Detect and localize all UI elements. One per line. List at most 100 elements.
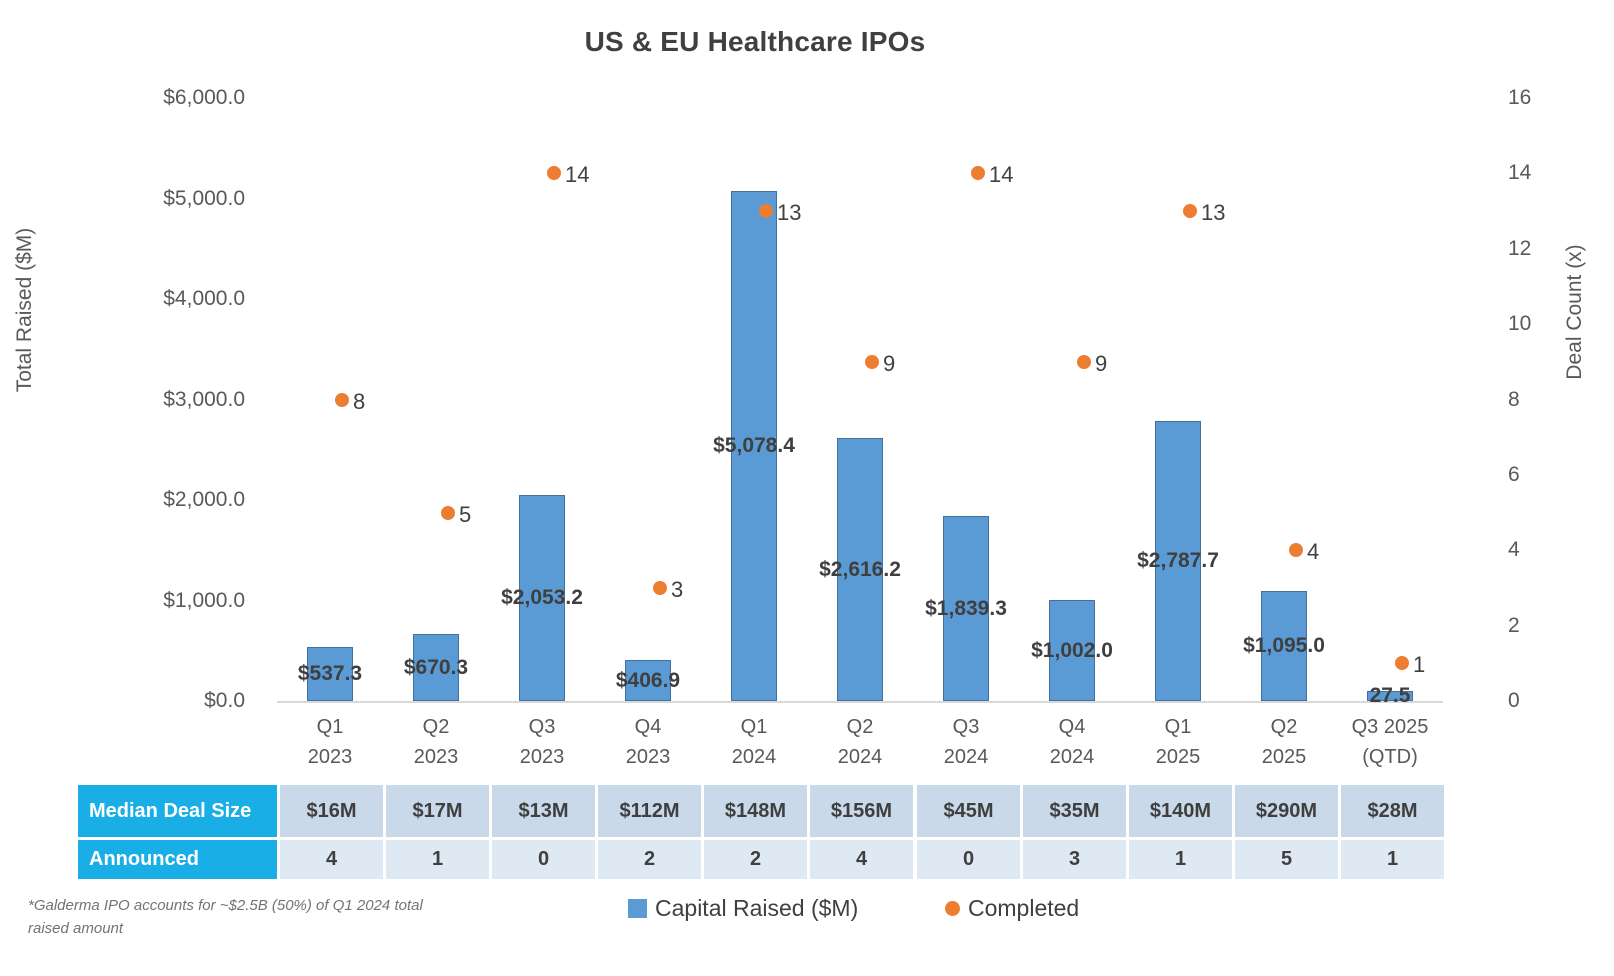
chart-title: US & EU Healthcare IPOs [584,26,926,57]
dot-value-label: 14 [565,162,590,187]
x-axis-category: Q1 2025 [1155,716,1201,768]
table-cell: 1 [386,840,489,879]
right-axis-tick: 10 [1508,312,1532,336]
capital-raised-bar [307,647,353,701]
footnote-line-1: *Galderma IPO accounts for ~$2.5B (50%) … [28,897,423,914]
left-axis-tick: $1,000.0 [163,588,245,612]
capital-raised-bar [1367,691,1413,701]
bar-value-label: $2,616.2 [819,558,901,581]
right-axis-tick: 0 [1508,689,1520,712]
x-axis-category: Q3 2023 [519,716,565,768]
completed-count-dot [441,506,455,520]
completed-count-dot [335,393,349,407]
x-axis-category: Q1 2024 [731,716,777,768]
completed-count-dot [1289,543,1303,557]
capital-raised-bar [837,438,883,701]
x-axis-category: Q1 2023 [307,716,353,768]
table-cell: 1 [1129,840,1232,879]
table-cell: 2 [704,840,807,879]
capital-raised-bar [519,495,565,701]
table-cell: 2 [598,840,701,879]
right-axis-tick: 2 [1508,613,1520,637]
bar-value-label: $2,053.2 [501,586,583,609]
table-cell: $45M [917,785,1020,837]
completed-count-dot [971,166,985,180]
table-row-label: Announced [78,840,277,879]
dot-value-label: 13 [777,200,802,225]
table-cell: $112M [598,785,701,837]
table-cell: $35M [1023,785,1126,837]
right-axis-tick: 6 [1508,462,1520,486]
table-cell: $140M [1129,785,1232,837]
table-row-label: Median Deal Size [78,785,277,837]
x-axis-category: Q4 2024 [1049,716,1095,768]
table-cell: 0 [492,840,595,879]
bar-value-label: $1,095.0 [1243,634,1325,657]
bar-value-label: 27.5 [1369,684,1411,707]
dot-value-label: 1 [1413,652,1426,677]
capital-raised-bar [625,660,671,701]
bar-value-label: $406.9 [615,669,681,692]
dot-value-label: 5 [459,502,472,527]
dot-value-label: 9 [1095,351,1108,376]
x-axis-category: Q3 2024 [943,716,989,768]
right-axis-tick: 14 [1508,161,1532,185]
capital-raised-bar [1261,591,1307,701]
capital-raised-bar [943,516,989,701]
completed-count-dot [759,204,773,218]
completed-count-dot [1077,355,1091,369]
capital-raised-bar [413,634,459,701]
capital-raised-bar [1049,600,1095,701]
dot-value-label: 9 [883,351,896,376]
capital-raised-bar [1155,421,1201,701]
left-axis-tick: $3,000.0 [163,387,245,411]
x-axis-line [277,701,1443,703]
bar-value-label: $537.3 [297,662,363,685]
right-axis-tick: 12 [1508,236,1532,260]
completed-count-dot [1395,656,1409,670]
footnote: *Galderma IPO accounts for ~$2.5B (50%) … [28,894,423,940]
bar-value-label: $5,078.4 [713,434,795,457]
table-cell: 4 [810,840,913,879]
completed-count-dot [653,581,667,595]
table-cell: $148M [704,785,807,837]
dot-value-label: 4 [1307,539,1320,564]
x-axis-category: Q2 2024 [837,716,883,768]
left-axis-tick: $4,000.0 [163,287,245,310]
table-cell: 1 [1341,840,1444,879]
completed-count-dot [1183,204,1197,218]
completed-count-dot [547,166,561,180]
table-cell: $16M [280,785,383,837]
table-cell: $17M [386,785,489,837]
x-axis-category: Q2 2025 [1261,716,1307,768]
right-axis-tick: 16 [1508,86,1532,109]
completed-count-dot [865,355,879,369]
left-axis-tick: $6,000.0 [163,86,245,109]
table-cell: 5 [1235,840,1338,879]
table-cell: $290M [1235,785,1338,837]
bar-value-label: $1,839.3 [925,597,1007,620]
dot-value-label: 3 [671,577,684,602]
capital-raised-bar [731,191,777,701]
x-axis-category: Q3 2025 (QTD) [1351,716,1429,768]
table-cell: $156M [810,785,913,837]
left-axis-tick: $5,000.0 [163,186,245,210]
right-axis-tick: 8 [1508,387,1520,411]
table-cell: 3 [1023,840,1126,879]
table-cell: $13M [492,785,595,837]
right-axis-tick: 4 [1508,538,1520,562]
table-cell: 4 [280,840,383,879]
bar-value-label: $1,002.0 [1031,639,1113,662]
table-cell: $28M [1341,785,1444,837]
left-axis-tick: $2,000.0 [163,488,245,511]
x-axis-category: Q2 2023 [413,716,459,768]
left-axis-tick: $0.0 [204,689,245,712]
dot-value-label: 13 [1201,200,1226,225]
footnote-line-2: raised amount [28,920,124,937]
bar-value-label: $670.3 [403,656,469,679]
dot-value-label: 8 [353,389,366,414]
table-cell: 0 [917,840,1020,879]
x-axis-category: Q4 2023 [625,716,671,768]
